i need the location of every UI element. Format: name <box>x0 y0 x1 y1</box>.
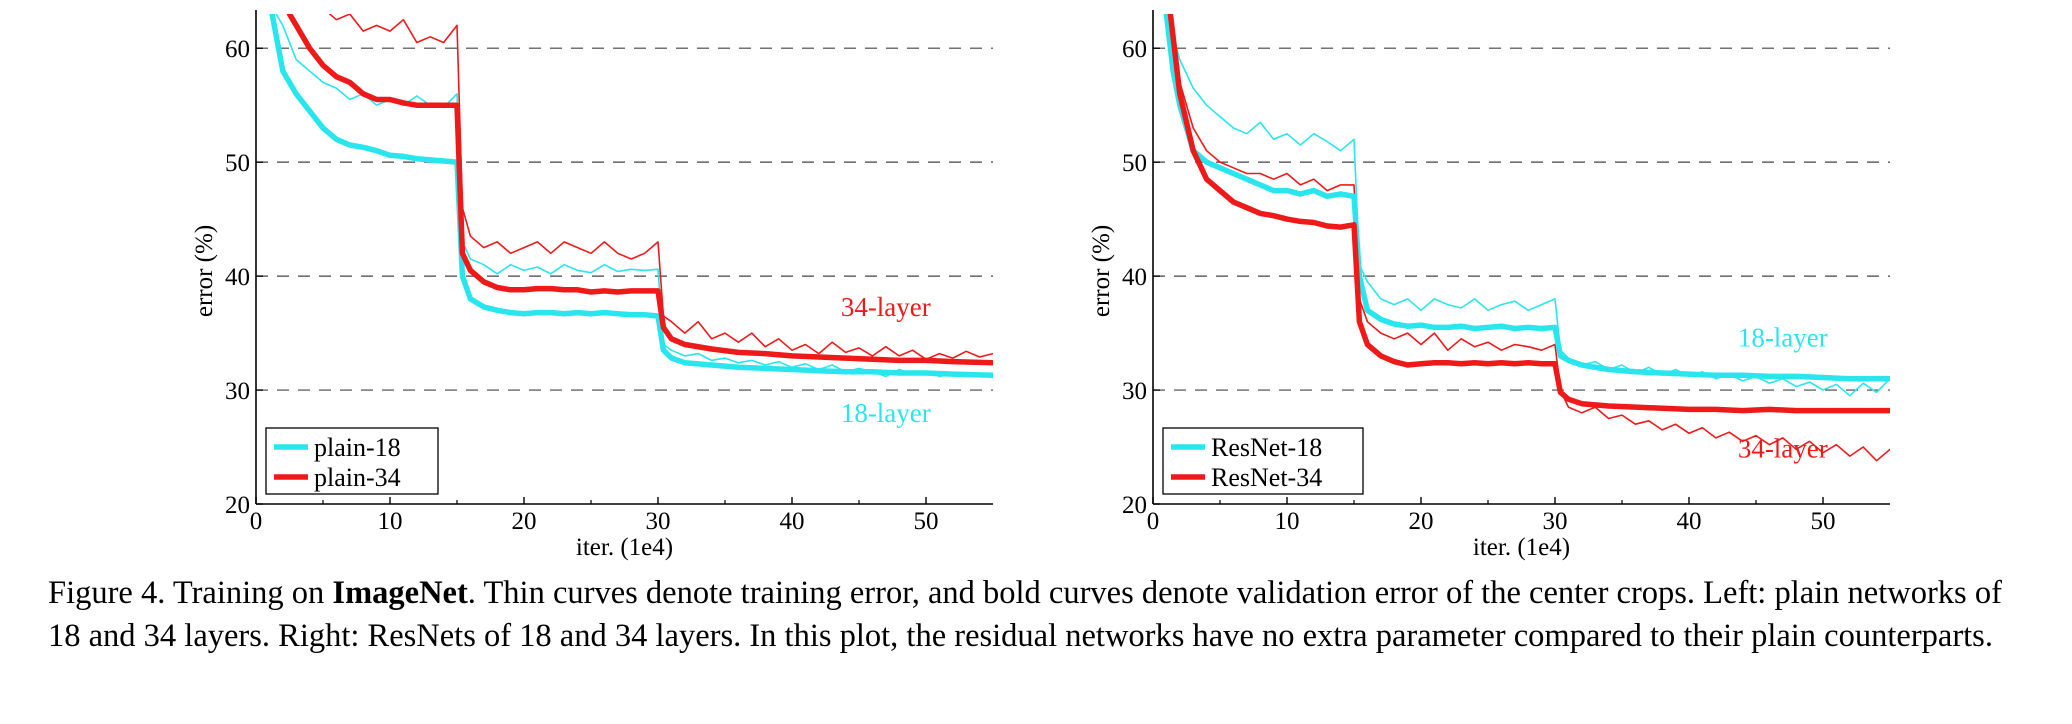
x-axis-label: iter. (1e4) <box>1473 534 1570 561</box>
caption-text-start: Figure 4. Training on <box>48 575 333 611</box>
y-tick-label: 60 <box>225 36 250 63</box>
y-tick-label: 40 <box>225 264 250 291</box>
caption-bold-imagenet: ImageNet <box>332 575 468 611</box>
series-plain-18-training <box>275 14 993 378</box>
series-resnet-18-training <box>1165 14 1890 397</box>
y-tick-label: 60 <box>1122 36 1147 63</box>
x-tick-label: 20 <box>512 508 537 535</box>
y-tick-label: 30 <box>225 378 250 405</box>
chart-left-plain: 20 30 40 50 60 0 10 20 30 40 50 iter. (1e4) error (%… <box>191 10 993 561</box>
y-tick-label: 30 <box>1122 378 1147 405</box>
annotation-label: 34-layer <box>1738 433 1828 463</box>
x-tick-label: 40 <box>780 508 805 535</box>
y-tick-label: 50 <box>225 150 250 177</box>
x-tick-label: 0 <box>250 508 263 535</box>
x-tick-label: 50 <box>914 508 939 535</box>
legend-box <box>265 427 439 495</box>
series-plain-18-validation <box>269 14 993 378</box>
legend-label: ResNet-34 <box>1211 463 1322 492</box>
series-resnet-34-validation <box>1167 14 1890 414</box>
figure-caption: Figure 4. Training on ImageNet. Thin cur… <box>48 572 2038 658</box>
x-tick-label: 50 <box>1811 508 1836 535</box>
plot-area <box>269 14 993 378</box>
x-axis-label: iter. (1e4) <box>576 534 673 561</box>
y-axis-label: error (%) <box>1088 225 1115 317</box>
legend-box <box>1162 427 1364 495</box>
series-plain-34-validation <box>286 14 993 366</box>
y-axis-label: error (%) <box>191 225 218 317</box>
series-resnet-18-validation <box>1163 14 1890 382</box>
legend-label: plain-18 <box>314 433 401 462</box>
x-tick-label: 40 <box>1677 508 1702 535</box>
y-tick-label: 40 <box>1122 264 1147 291</box>
x-tick-label: 20 <box>1409 508 1434 535</box>
x-tick-label: 30 <box>1543 508 1568 535</box>
x-tick-label: 30 <box>646 508 671 535</box>
legend-label: ResNet-18 <box>1211 433 1322 462</box>
annotation-label: 18-layer <box>1738 323 1828 353</box>
y-tick-label: 50 <box>1122 150 1147 177</box>
x-tick-label: 10 <box>378 508 403 535</box>
series-resnet-34-training <box>1168 14 1890 462</box>
annotation-label: 34-layer <box>841 292 931 322</box>
caption-text-rest: . Thin curves denote training error, and… <box>48 575 2002 654</box>
legend-label: plain-34 <box>314 463 401 492</box>
annotation-label: 18-layer <box>841 398 931 428</box>
chart-right-resnet: 20 30 40 50 60 0 10 20 30 40 50 iter. (1e4) error (%… <box>1088 10 1890 561</box>
y-tick-label: 20 <box>225 492 250 519</box>
series-plain-34-training <box>328 14 993 361</box>
plot-area <box>1163 14 1890 462</box>
x-tick-label: 10 <box>1275 508 1300 535</box>
y-tick-label: 20 <box>1122 492 1147 519</box>
x-tick-label: 0 <box>1147 508 1160 535</box>
figure: 20 30 40 50 60 0 10 20 30 40 50 iter. (1e4) error (%… <box>191 10 1890 561</box>
